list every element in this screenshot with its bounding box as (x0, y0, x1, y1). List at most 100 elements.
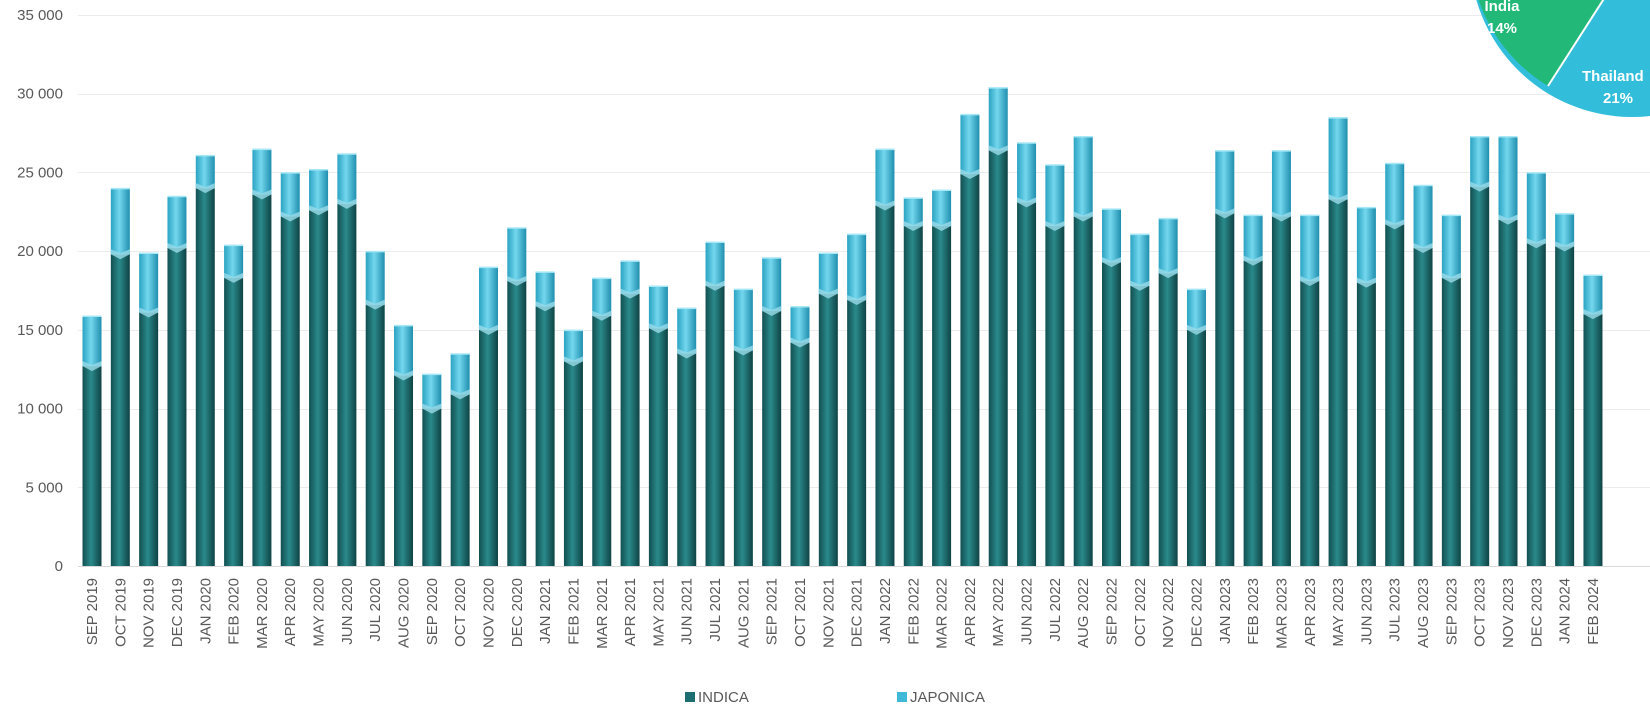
bar-segment-bevel (592, 310, 612, 321)
y-tick-label: 0 (55, 558, 63, 575)
x-tick-label: AUG 2023 (1415, 578, 1432, 648)
bar-segment-bevel (1470, 181, 1490, 192)
legend-label-indica: INDICA (698, 689, 749, 706)
bar-indica (960, 174, 980, 566)
bar-indica (1243, 260, 1263, 566)
x-tick-label: MAR 2023 (1273, 578, 1290, 649)
bar-japonica (252, 148, 272, 195)
bar-indica (1017, 202, 1037, 566)
bar-japonica (478, 266, 498, 330)
bar-japonica (1583, 274, 1603, 315)
bar-japonica (790, 306, 810, 343)
x-tick-label: APR 2020 (282, 578, 299, 646)
bar-indica (1498, 219, 1518, 566)
x-tick-label: JAN 2020 (197, 578, 214, 644)
bar-japonica (875, 148, 895, 206)
x-tick-label: DEC 2023 (1528, 578, 1545, 647)
x-tick-label: MAR 2020 (254, 578, 271, 649)
x-tick-label: MAY 2020 (311, 578, 328, 647)
x-tick-label: JUN 2023 (1358, 578, 1375, 645)
bar-segment-bevel (762, 305, 782, 316)
x-tick-label: FEB 2023 (1245, 578, 1262, 645)
bar-japonica (535, 271, 555, 307)
bar-indica (167, 247, 187, 566)
bar-indica (875, 205, 895, 566)
y-axis-ticks: 0 5 000 10 000 15 000 20 000 25 000 30 000 35 0… (17, 7, 63, 575)
bar-japonica (507, 227, 527, 282)
y-tick-label: 10 000 (17, 401, 63, 418)
bar-indica (252, 194, 272, 566)
bar-japonica (1073, 136, 1093, 217)
bar-indica (932, 225, 952, 566)
bar-indica (110, 254, 130, 566)
bar-japonica (1102, 208, 1122, 263)
bar-japonica (1045, 164, 1065, 226)
bar-segment-bevel (1583, 309, 1603, 320)
bar-japonica (1215, 150, 1235, 214)
bar-japonica (422, 373, 442, 409)
bar-indica (139, 312, 159, 566)
bar-segment-bevel (1498, 214, 1518, 225)
x-tick-label: FEB 2020 (226, 578, 243, 645)
bar-indica (507, 281, 527, 566)
bar-segment-bevel (1158, 268, 1178, 279)
bar-japonica (110, 188, 130, 255)
bar-segment-bevel (337, 198, 357, 209)
x-tick-label: JUL 2022 (1047, 578, 1064, 642)
bar-japonica (620, 260, 640, 294)
legend-swatch-indica (685, 692, 695, 702)
bar-segment-bevel (1130, 280, 1150, 291)
x-tick-label: JUN 2021 (679, 578, 696, 645)
x-tick-label: JAN 2023 (1217, 578, 1234, 644)
x-tick-label: MAY 2022 (990, 578, 1007, 647)
bar-segment-bevel (1073, 211, 1093, 222)
x-tick-label: MAY 2023 (1330, 578, 1347, 647)
bar-japonica (818, 252, 838, 294)
bar-japonica (1555, 213, 1575, 247)
bar-segment-bevel (1300, 276, 1320, 287)
bar-indica (762, 310, 782, 566)
bar-segment-bevel (167, 242, 187, 253)
x-tick-label: APR 2022 (962, 578, 979, 646)
bar-japonica (592, 277, 612, 316)
legend-label-japonica: JAPONICA (910, 689, 985, 706)
bar-indica (733, 350, 753, 566)
inset-pie-chart: India 14% Thailand 21% (1476, 0, 1650, 117)
bar-segment-bevel (960, 169, 980, 180)
bar-indica (1441, 277, 1461, 566)
bar-japonica (705, 241, 725, 286)
bar-segment-bevel (563, 356, 583, 367)
x-tick-label: MAY 2021 (650, 578, 667, 647)
bar-indica (1328, 199, 1348, 567)
x-tick-label: NOV 2022 (1160, 578, 1177, 648)
x-tick-label: DEC 2019 (169, 578, 186, 647)
bar-indica (1158, 273, 1178, 566)
bar-indica (1073, 216, 1093, 566)
x-tick-label: MAR 2022 (934, 578, 951, 649)
x-tick-label: OCT 2019 (112, 578, 129, 647)
bar-indica (847, 299, 867, 566)
bar-indica (1470, 186, 1490, 566)
pie-slice-india (1478, 0, 1604, 86)
bar-segment-bevel (195, 183, 215, 194)
bar-segment-bevel (932, 220, 952, 231)
bar-segment-bevel (818, 288, 838, 299)
bar-segment-bevel (1328, 194, 1348, 205)
x-tick-label: JUL 2021 (707, 578, 724, 642)
bar-segment-bevel (1045, 220, 1065, 231)
bar-segment-bevel (1271, 211, 1291, 222)
x-tick-label: AUG 2020 (396, 578, 413, 648)
bar-japonica (733, 288, 753, 351)
x-tick-label: OCT 2023 (1472, 578, 1489, 647)
bar-segment-bevel (733, 345, 753, 356)
bar-segment-bevel (790, 337, 810, 348)
bar-indica (478, 329, 498, 566)
bar-segment-bevel (1102, 257, 1122, 268)
bar-indica (1300, 281, 1320, 566)
x-tick-label: JUL 2020 (367, 578, 384, 642)
bar-indica (648, 328, 668, 566)
bar-japonica (1413, 185, 1433, 248)
bar-indica (1555, 246, 1575, 567)
bar-indica (1102, 262, 1122, 566)
bar-segment-bevel (1441, 272, 1461, 283)
